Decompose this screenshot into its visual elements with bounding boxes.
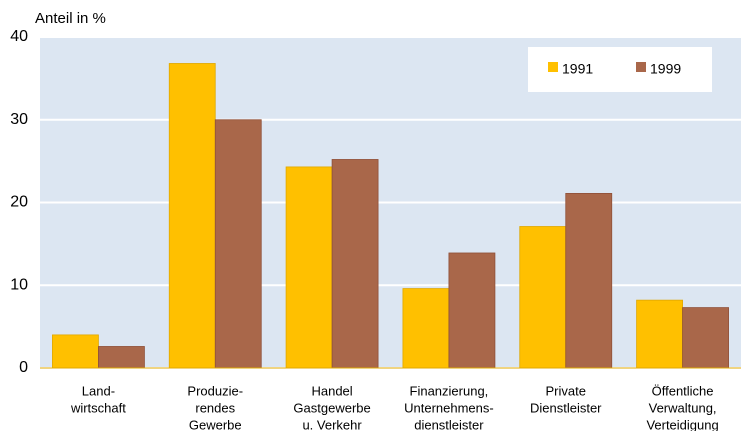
- x-tick-label: Unternehmens-: [404, 400, 494, 415]
- y-tick-label: 0: [19, 359, 28, 376]
- bar: [168, 63, 216, 369]
- legend: 1991 1999: [528, 47, 712, 92]
- x-tick-label: rendes: [195, 400, 235, 415]
- bar: [448, 252, 496, 369]
- y-tick-label: 30: [10, 111, 28, 128]
- x-tick-label: dienstleister: [414, 417, 484, 431]
- bar: [52, 334, 99, 369]
- x-tick-label: Finanzierung,: [410, 383, 489, 398]
- legend-label: 1991: [562, 61, 593, 77]
- y-axis-label: Anteil in %: [35, 10, 106, 27]
- x-tick-label: Private: [546, 383, 586, 398]
- x-tick-label: Handel: [311, 383, 352, 398]
- bar: [519, 226, 567, 369]
- x-tick-label: Dienstleister: [530, 400, 602, 415]
- x-tick-label: wirtschaft: [70, 400, 126, 415]
- legend-label: 1999: [650, 61, 681, 77]
- bar: [331, 159, 379, 369]
- bar: [285, 166, 333, 369]
- bar: [214, 119, 262, 369]
- legend-box: [528, 47, 712, 92]
- x-tick-label: Produzie-: [187, 383, 243, 398]
- bar: [98, 346, 145, 369]
- y-tick-label: 20: [10, 194, 28, 211]
- bar: [402, 288, 450, 369]
- x-tick-label: Land-: [82, 383, 115, 398]
- y-tick-label: 40: [10, 28, 28, 45]
- legend-swatch: [548, 62, 558, 72]
- x-tick-label: Verwaltung,: [649, 400, 717, 415]
- bar: [682, 307, 729, 369]
- x-tick-label: u. Verkehr: [302, 417, 362, 431]
- bar: [565, 192, 613, 369]
- x-tick-label: Verteidigung: [646, 417, 718, 431]
- legend-swatch: [636, 62, 646, 72]
- x-tick-label: Gastgewerbe: [293, 400, 370, 415]
- x-tick-label: Öffentliche: [652, 383, 714, 398]
- bar: [636, 299, 683, 369]
- x-tick-label: Gewerbe: [189, 417, 242, 431]
- y-tick-label: 10: [10, 276, 28, 293]
